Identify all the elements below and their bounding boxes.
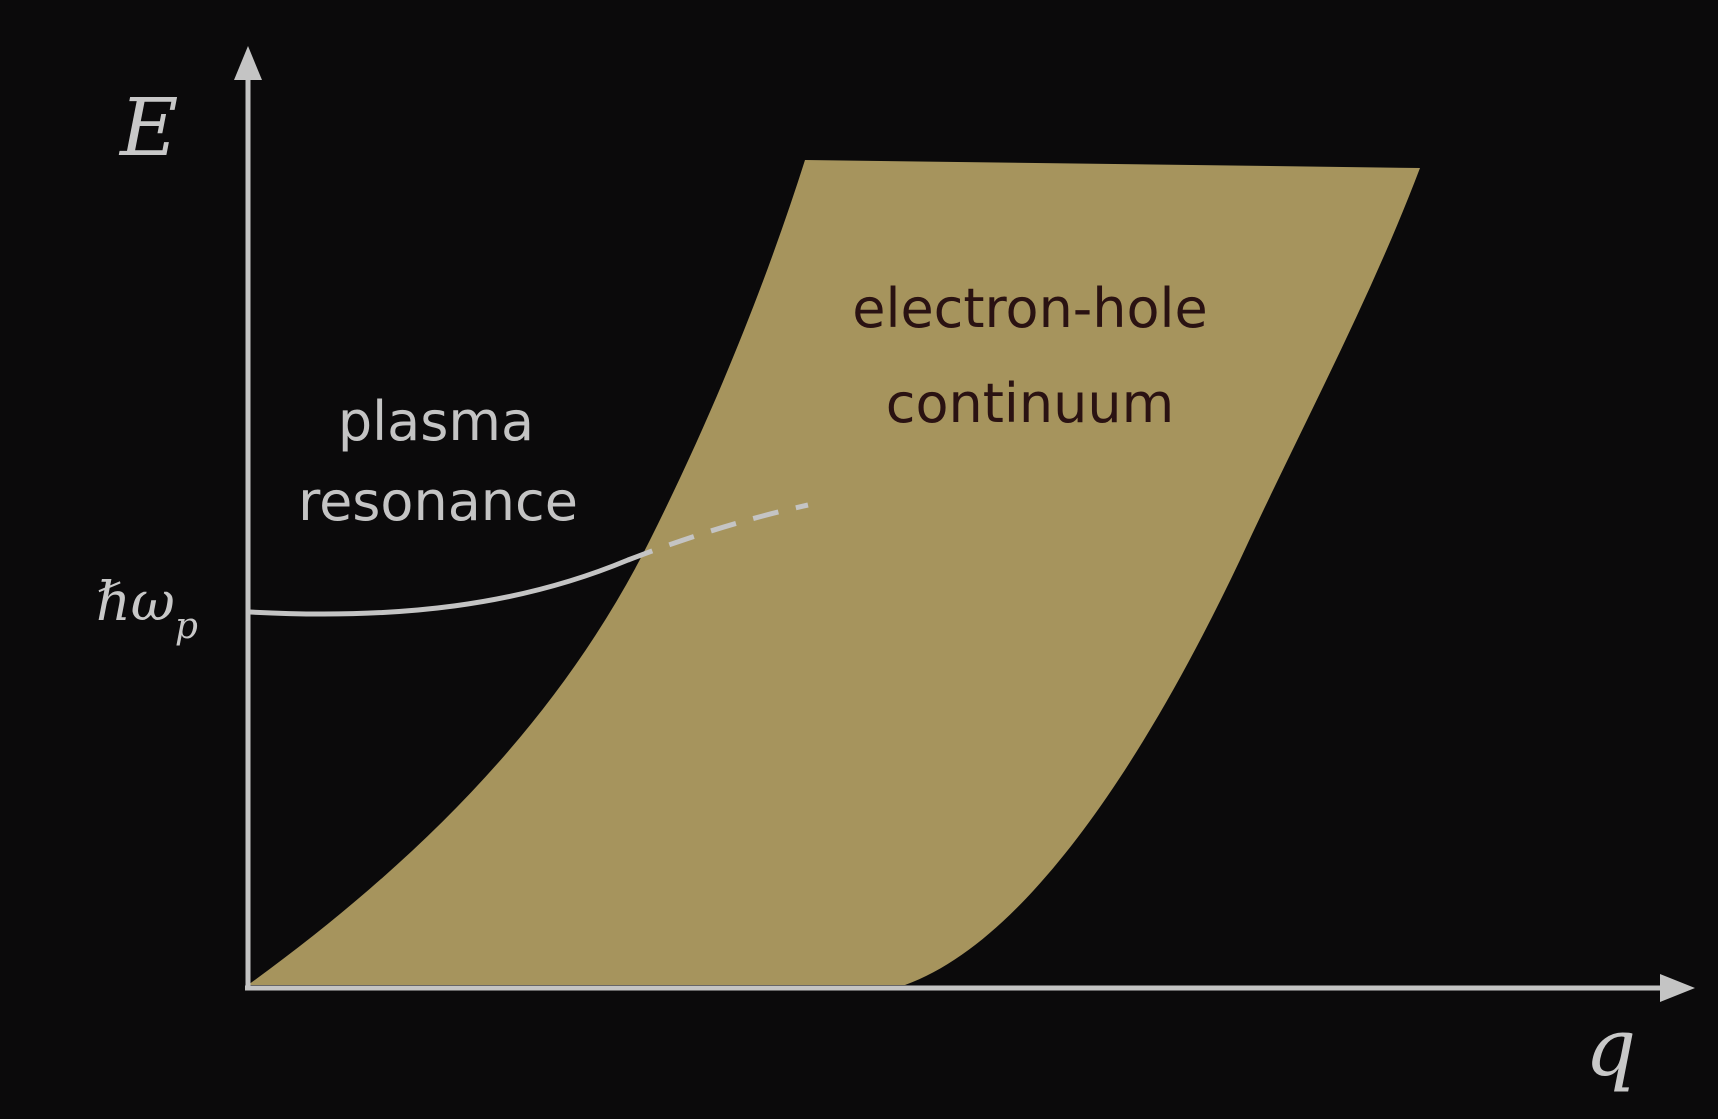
energy-axis-label: E [118,81,178,174]
plasmon-damped-dashed-curve [627,502,809,563]
plasma-frequency-subscript: p [175,606,198,647]
continuum-label-line2: continuum [886,372,1174,435]
momentum-axis-label: q [1585,1001,1636,1094]
plasma-frequency-base: ℏω [96,570,175,633]
plasmon-label-line1: plasma [338,390,534,453]
momentum-axis-arrowhead [1660,974,1695,1002]
electron-hole-continuum-region [248,160,1420,985]
plasmon-label-line2: resonance [298,470,578,533]
continuum-label-line1: electron-hole [852,277,1208,340]
plasma-frequency-label: ℏωp [96,570,198,647]
energy-axis-arrowhead [234,46,262,80]
plasmon-dispersion-curve [247,557,631,617]
